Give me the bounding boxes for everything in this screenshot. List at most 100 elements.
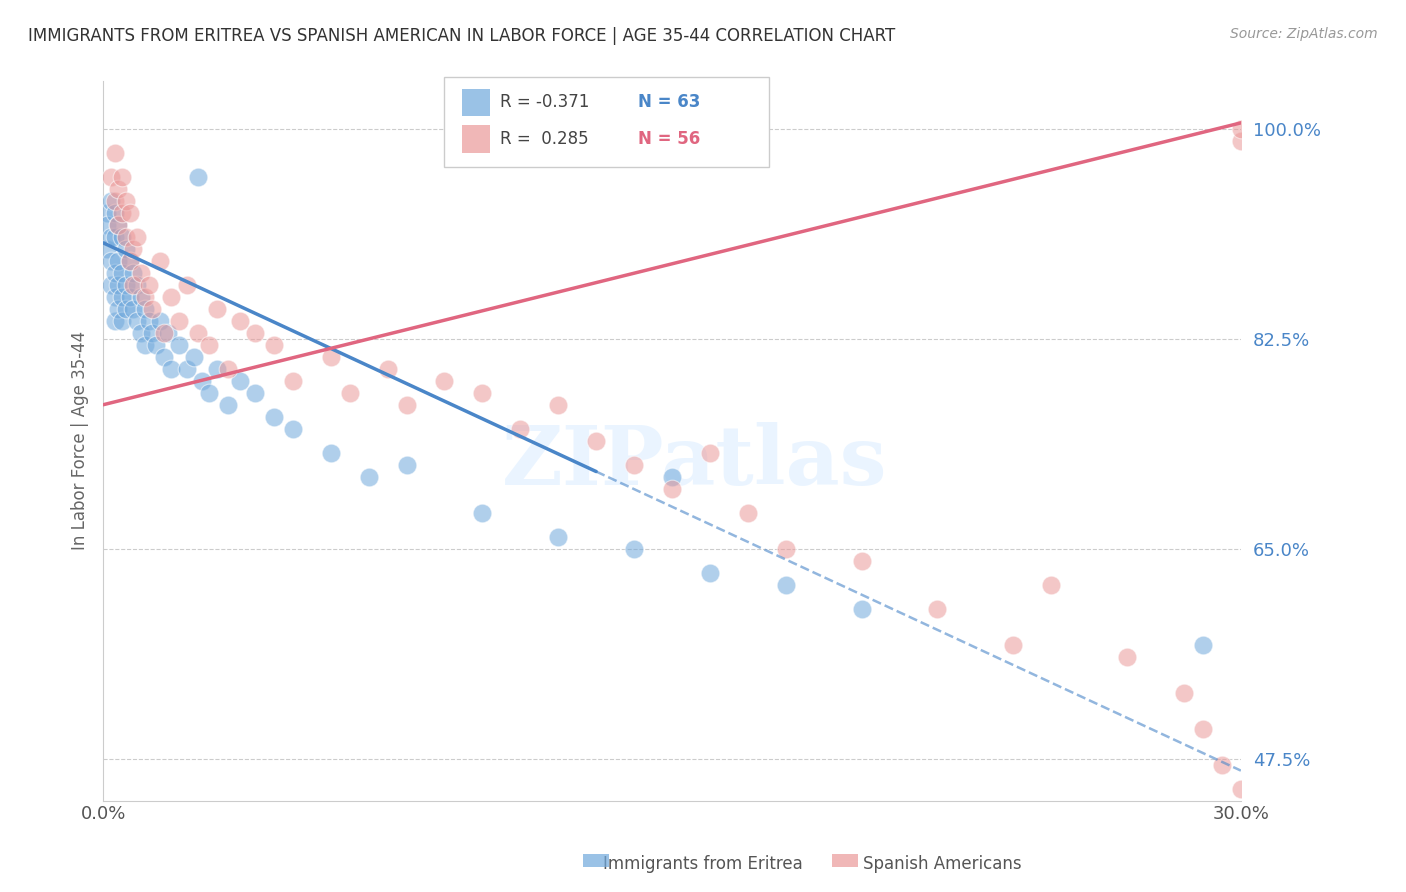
Point [111,290,134,304]
Point [122,301,145,316]
Point [111,206,134,220]
Point [661,469,683,483]
Point [127,277,149,292]
Point [395,398,418,412]
Point [547,398,569,412]
Point [107,301,129,316]
Point [281,374,304,388]
Text: IMMIGRANTS FROM ERITREA VS SPANISH AMERICAN IN LABOR FORCE | AGE 35-44 CORRELATI: IMMIGRANTS FROM ERITREA VS SPANISH AMERI… [28,27,896,45]
Point [129,326,152,340]
Text: Immigrants from Eritrea: Immigrants from Eritrea [603,855,803,872]
Point [100,229,122,244]
Point [103,194,125,208]
Point [737,506,759,520]
Point [623,541,645,556]
Point [145,338,167,352]
Point [96,242,118,256]
Point [138,314,160,328]
Point [205,361,228,376]
Point [129,290,152,304]
Point [395,458,418,472]
Point [134,338,156,352]
Point [111,169,134,184]
Point [129,266,152,280]
Point [122,242,145,256]
Point [471,385,494,400]
Point [927,601,949,615]
Point [96,218,118,232]
Point [96,206,118,220]
Point [100,253,122,268]
Point [319,350,342,364]
Point [198,385,221,400]
Point [149,253,172,268]
Point [107,218,129,232]
Point [127,229,149,244]
Point [103,266,125,280]
Point [167,338,190,352]
Point [156,326,179,340]
Point [699,566,721,580]
Point [115,194,138,208]
Point [118,253,141,268]
Point [107,182,129,196]
Point [183,350,205,364]
Point [111,266,134,280]
Point [103,145,125,160]
Point [122,277,145,292]
Point [141,301,163,316]
Text: N = 63: N = 63 [638,94,700,112]
Point [103,229,125,244]
Point [198,338,221,352]
FancyBboxPatch shape [461,126,489,153]
Point [471,506,494,520]
Point [585,434,607,448]
Point [357,469,380,483]
Point [263,338,285,352]
Point [127,314,149,328]
Point [228,314,250,328]
Point [851,601,873,615]
Point [190,374,212,388]
Point [1230,134,1253,148]
Point [100,194,122,208]
Text: Spanish Americans: Spanish Americans [863,855,1021,872]
Point [107,277,129,292]
Point [160,290,183,304]
Point [228,374,250,388]
Point [263,409,285,424]
Point [1192,722,1215,736]
Point [1173,686,1195,700]
Text: Source: ZipAtlas.com: Source: ZipAtlas.com [1230,27,1378,41]
Point [103,290,125,304]
Point [623,458,645,472]
Text: N = 56: N = 56 [638,130,700,148]
Point [1040,577,1063,591]
Y-axis label: In Labor Force | Age 35-44: In Labor Force | Age 35-44 [72,331,89,550]
Point [103,206,125,220]
Point [118,253,141,268]
Point [103,314,125,328]
Point [281,422,304,436]
Point [217,398,239,412]
Point [115,277,138,292]
Point [851,554,873,568]
Point [547,530,569,544]
Point [100,169,122,184]
Point [187,169,209,184]
Point [187,326,209,340]
Point [1211,757,1233,772]
Point [1230,121,1253,136]
Point [153,350,176,364]
Point [122,266,145,280]
Point [134,290,156,304]
FancyBboxPatch shape [444,78,769,167]
Point [141,326,163,340]
Point [111,229,134,244]
Point [160,361,183,376]
Point [243,326,266,340]
Point [775,577,797,591]
FancyBboxPatch shape [461,89,489,116]
Text: R = -0.371: R = -0.371 [501,94,589,112]
Point [509,422,531,436]
